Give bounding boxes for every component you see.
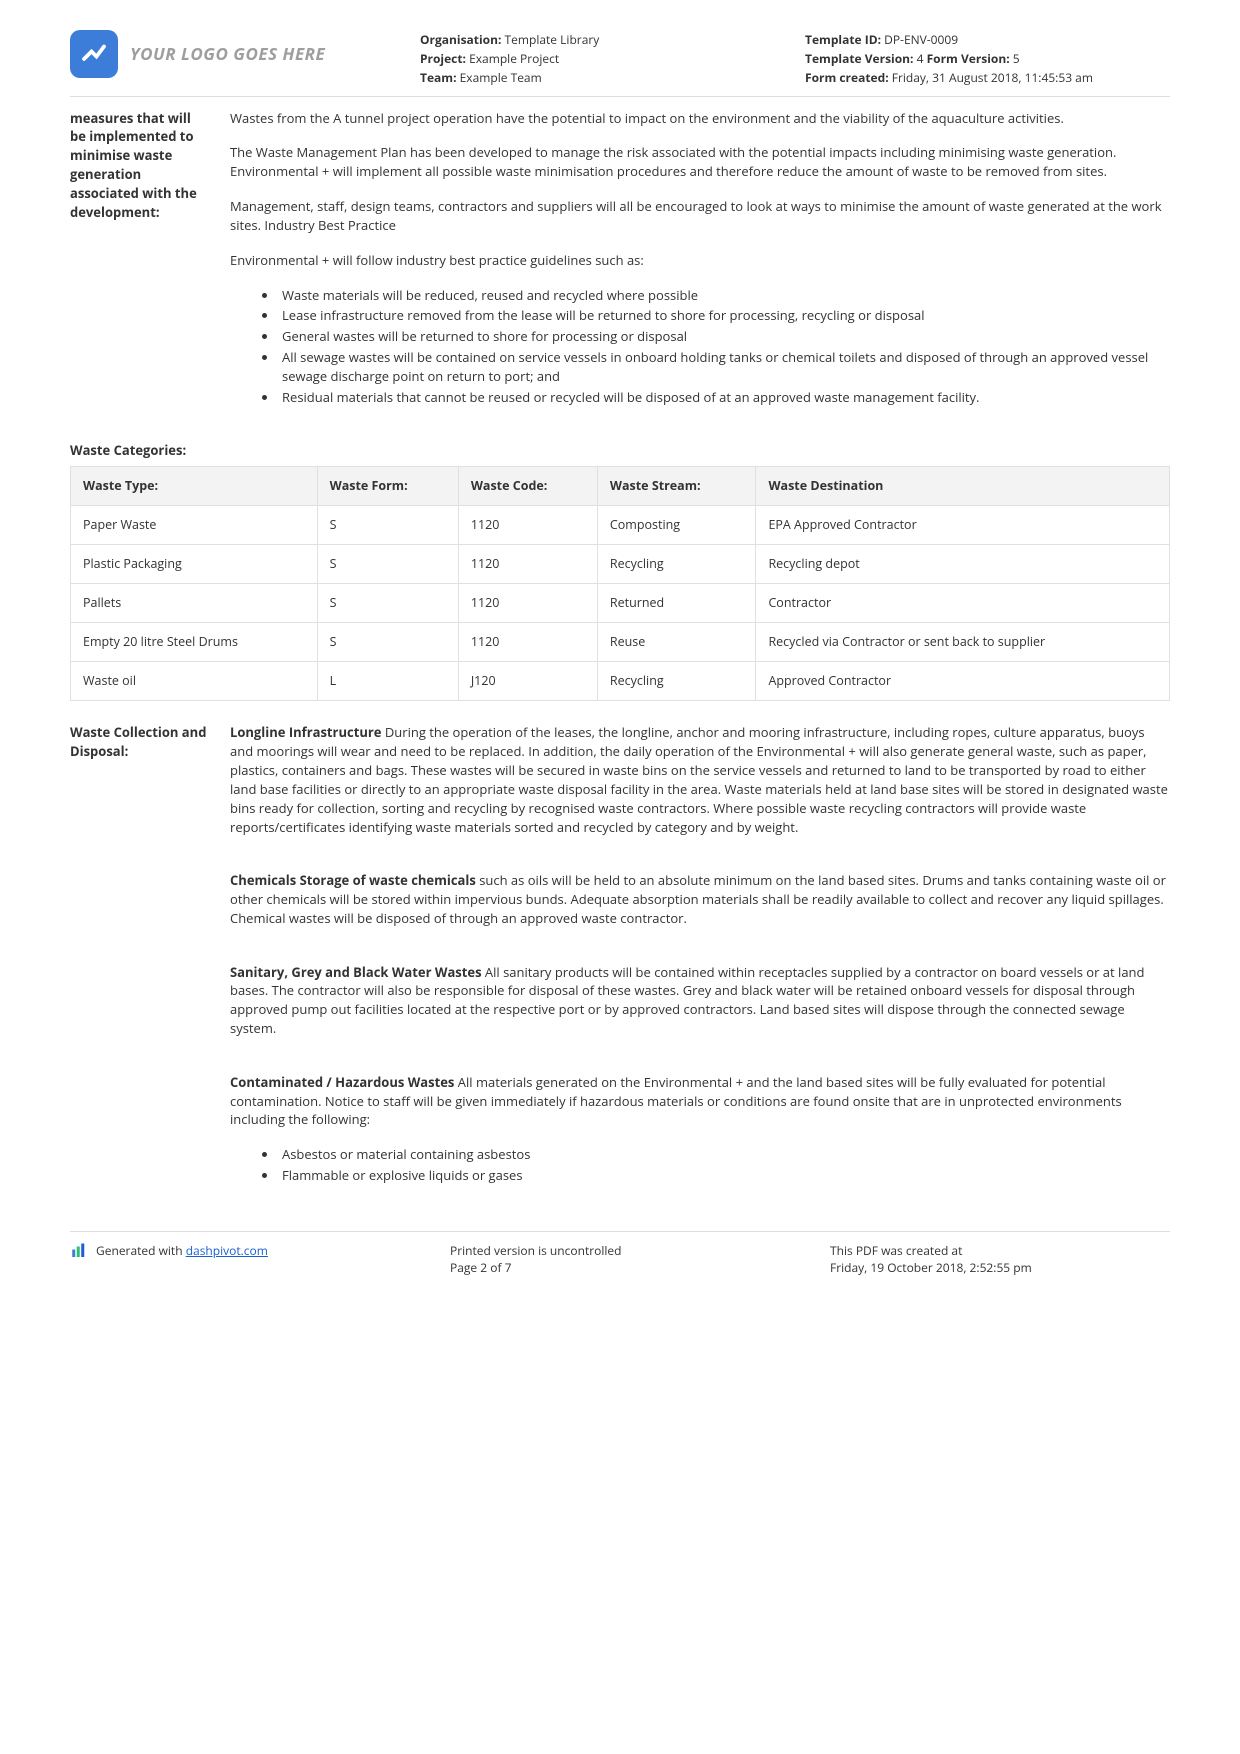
table-row: Paper WasteS1120CompostingEPA Approved C…	[71, 505, 1170, 544]
table-row: Plastic PackagingS1120RecyclingRecycling…	[71, 544, 1170, 583]
document-footer: Generated with dashpivot.com Printed ver…	[70, 1231, 1170, 1277]
table-cell: 1120	[458, 583, 597, 622]
uncontrolled-text: Printed version is uncontrolled	[450, 1242, 790, 1259]
measures-label: measures that will be implemented to min…	[70, 109, 210, 423]
table-cell: Recycling	[597, 662, 756, 701]
list-item: Lease infrastructure removed from the le…	[278, 306, 1170, 325]
table-cell: J120	[458, 662, 597, 701]
table-cell: Pallets	[71, 583, 318, 622]
table-cell: Approved Contractor	[756, 662, 1170, 701]
table-cell: S	[317, 505, 458, 544]
document-header: YOUR LOGO GOES HERE Organisation: Templa…	[70, 30, 1170, 97]
hazardous-bullets: Asbestos or material containing asbestos…	[230, 1145, 1170, 1185]
header-col-2: Template ID: DP-ENV-0009 Template Versio…	[805, 30, 1170, 88]
header-col-1: Organisation: Template Library Project: …	[420, 30, 785, 88]
table-row: Empty 20 litre Steel DrumsS1120ReuseRecy…	[71, 623, 1170, 662]
fver-value: 5	[1013, 50, 1020, 67]
footer-col-3: This PDF was created at Friday, 19 Octob…	[830, 1242, 1170, 1277]
table-body: Paper WasteS1120CompostingEPA Approved C…	[71, 505, 1170, 701]
project-value: Example Project	[469, 50, 559, 67]
tid-value: DP-ENV-0009	[884, 31, 958, 48]
team-value: Example Team	[460, 69, 542, 86]
logo-icon	[70, 30, 118, 78]
org-label: Organisation:	[420, 31, 501, 48]
footer-col-1: Generated with dashpivot.com	[70, 1242, 410, 1277]
measures-bullets: Waste materials will be reduced, reused …	[230, 286, 1170, 407]
table-cell: EPA Approved Contractor	[756, 505, 1170, 544]
project-label: Project:	[420, 50, 466, 67]
table-cell: Recycling	[597, 544, 756, 583]
tver-label: Template Version:	[805, 50, 913, 67]
collection-section: Waste Collection and Disposal: Longline …	[70, 723, 1170, 1201]
table-header-cell: Waste Stream:	[597, 466, 756, 505]
table-cell: L	[317, 662, 458, 701]
collection-p3: Sanitary, Grey and Black Water Wastes Al…	[230, 963, 1170, 1038]
table-header-cell: Waste Type:	[71, 466, 318, 505]
waste-categories-block: Waste Categories: Waste Type:Waste Form:…	[70, 441, 1170, 702]
collection-p4: Contaminated / Hazardous Wastes All mate…	[230, 1073, 1170, 1130]
waste-categories-heading: Waste Categories:	[70, 441, 1170, 460]
table-cell: 1120	[458, 544, 597, 583]
list-item: Residual materials that cannot be reused…	[278, 388, 1170, 407]
table-cell: S	[317, 544, 458, 583]
table-cell: Waste oil	[71, 662, 318, 701]
waste-categories-table: Waste Type:Waste Form:Waste Code:Waste S…	[70, 466, 1170, 702]
table-cell: 1120	[458, 623, 597, 662]
p2-bold: Chemicals Storage of waste chemicals	[230, 871, 476, 889]
gen-prefix: Generated with	[96, 1242, 186, 1259]
list-item: Flammable or explosive liquids or gases	[278, 1166, 1170, 1185]
measures-p4: Environmental + will follow industry bes…	[230, 251, 1170, 270]
table-cell: S	[317, 623, 458, 662]
measures-content: Wastes from the A tunnel project operati…	[230, 109, 1170, 423]
fcreated-label: Form created:	[805, 69, 889, 86]
collection-p1: Longline Infrastructure During the opera…	[230, 723, 1170, 836]
collection-content: Longline Infrastructure During the opera…	[230, 723, 1170, 1201]
table-cell: Reuse	[597, 623, 756, 662]
dashpivot-link[interactable]: dashpivot.com	[186, 1242, 268, 1259]
table-row: Waste oilLJ120RecyclingApproved Contract…	[71, 662, 1170, 701]
table-head-row: Waste Type:Waste Form:Waste Code:Waste S…	[71, 466, 1170, 505]
table-cell: Recycled via Contractor or sent back to …	[756, 623, 1170, 662]
p3-bold: Sanitary, Grey and Black Water Wastes	[230, 963, 482, 981]
list-item: All sewage wastes will be contained on s…	[278, 348, 1170, 386]
fver-label: Form Version:	[927, 50, 1010, 67]
footer-col-2: Printed version is uncontrolled Page 2 o…	[450, 1242, 790, 1277]
list-item: Asbestos or material containing asbestos	[278, 1145, 1170, 1164]
p1-bold: Longline Infrastructure	[230, 723, 381, 741]
list-item: General wastes will be returned to shore…	[278, 327, 1170, 346]
measures-section: measures that will be implemented to min…	[70, 109, 1170, 423]
logo-area: YOUR LOGO GOES HERE	[70, 30, 400, 78]
table-cell: Paper Waste	[71, 505, 318, 544]
list-item: Waste materials will be reduced, reused …	[278, 286, 1170, 305]
collection-label: Waste Collection and Disposal:	[70, 723, 210, 1201]
table-header-cell: Waste Code:	[458, 466, 597, 505]
measures-p1: Wastes from the A tunnel project operati…	[230, 109, 1170, 128]
table-cell: Plastic Packaging	[71, 544, 318, 583]
dashpivot-icon	[70, 1242, 88, 1260]
created-label: This PDF was created at	[830, 1242, 1170, 1259]
team-label: Team:	[420, 69, 457, 86]
table-row: PalletsS1120ReturnedContractor	[71, 583, 1170, 622]
table-cell: 1120	[458, 505, 597, 544]
table-cell: Contractor	[756, 583, 1170, 622]
created-value: Friday, 19 October 2018, 2:52:55 pm	[830, 1259, 1170, 1276]
collection-p2: Chemicals Storage of waste chemicals suc…	[230, 871, 1170, 928]
fcreated-value: Friday, 31 August 2018, 11:45:53 am	[892, 69, 1093, 86]
logo-placeholder-text: YOUR LOGO GOES HERE	[130, 42, 325, 67]
table-header-cell: Waste Destination	[756, 466, 1170, 505]
table-cell: Composting	[597, 505, 756, 544]
page-number: Page 2 of 7	[450, 1259, 790, 1276]
measures-p3: Management, staff, design teams, contrac…	[230, 197, 1170, 235]
table-header-cell: Waste Form:	[317, 466, 458, 505]
table-cell: S	[317, 583, 458, 622]
tver-value: 4	[917, 50, 924, 67]
table-cell: Returned	[597, 583, 756, 622]
org-value: Template Library	[505, 31, 600, 48]
p4-bold: Contaminated / Hazardous Wastes	[230, 1073, 454, 1091]
measures-p2: The Waste Management Plan has been devel…	[230, 143, 1170, 181]
table-cell: Empty 20 litre Steel Drums	[71, 623, 318, 662]
table-cell: Recycling depot	[756, 544, 1170, 583]
tid-label: Template ID:	[805, 31, 881, 48]
